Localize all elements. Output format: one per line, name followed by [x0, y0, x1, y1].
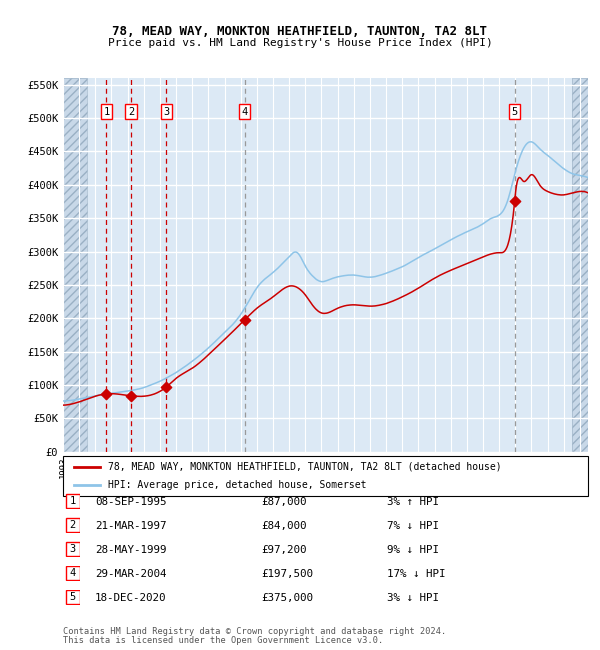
Bar — [572, 78, 588, 452]
Text: £84,000: £84,000 — [261, 521, 307, 531]
Text: Contains HM Land Registry data © Crown copyright and database right 2024.: Contains HM Land Registry data © Crown c… — [63, 627, 446, 636]
Text: HPI: Average price, detached house, Somerset: HPI: Average price, detached house, Some… — [107, 480, 366, 490]
Point — [101, 389, 111, 399]
Bar — [572, 78, 588, 452]
Text: 3: 3 — [70, 544, 76, 554]
Bar — [63, 78, 87, 452]
Text: 21-MAR-1997: 21-MAR-1997 — [95, 521, 166, 531]
Text: 3% ↑ HPI: 3% ↑ HPI — [387, 497, 439, 507]
Text: 4: 4 — [70, 568, 76, 578]
Text: £87,000: £87,000 — [261, 497, 307, 507]
Text: £375,000: £375,000 — [261, 593, 313, 603]
Text: 18-DEC-2020: 18-DEC-2020 — [95, 593, 166, 603]
Text: 5: 5 — [512, 107, 518, 116]
Text: 3: 3 — [163, 107, 170, 116]
Text: 9% ↓ HPI: 9% ↓ HPI — [387, 545, 439, 555]
Text: 2: 2 — [70, 520, 76, 530]
Text: 29-MAR-2004: 29-MAR-2004 — [95, 569, 166, 579]
Point — [240, 315, 250, 325]
Point — [127, 391, 136, 401]
Point — [161, 382, 171, 392]
Text: 08-SEP-1995: 08-SEP-1995 — [95, 497, 166, 507]
Text: 2: 2 — [128, 107, 134, 116]
Text: 3% ↓ HPI: 3% ↓ HPI — [387, 593, 439, 603]
Text: £97,200: £97,200 — [261, 545, 307, 555]
Text: 1: 1 — [70, 496, 76, 506]
Text: £197,500: £197,500 — [261, 569, 313, 579]
Text: This data is licensed under the Open Government Licence v3.0.: This data is licensed under the Open Gov… — [63, 636, 383, 645]
Text: 1: 1 — [103, 107, 110, 116]
Text: 5: 5 — [70, 592, 76, 603]
Point — [510, 196, 520, 207]
Text: 17% ↓ HPI: 17% ↓ HPI — [387, 569, 445, 579]
Text: Price paid vs. HM Land Registry's House Price Index (HPI): Price paid vs. HM Land Registry's House … — [107, 38, 493, 47]
Text: 4: 4 — [241, 107, 248, 116]
Text: 78, MEAD WAY, MONKTON HEATHFIELD, TAUNTON, TA2 8LT: 78, MEAD WAY, MONKTON HEATHFIELD, TAUNTO… — [113, 25, 487, 38]
Text: 78, MEAD WAY, MONKTON HEATHFIELD, TAUNTON, TA2 8LT (detached house): 78, MEAD WAY, MONKTON HEATHFIELD, TAUNTO… — [107, 462, 501, 471]
Bar — [63, 78, 87, 452]
Text: 7% ↓ HPI: 7% ↓ HPI — [387, 521, 439, 531]
Text: 28-MAY-1999: 28-MAY-1999 — [95, 545, 166, 555]
